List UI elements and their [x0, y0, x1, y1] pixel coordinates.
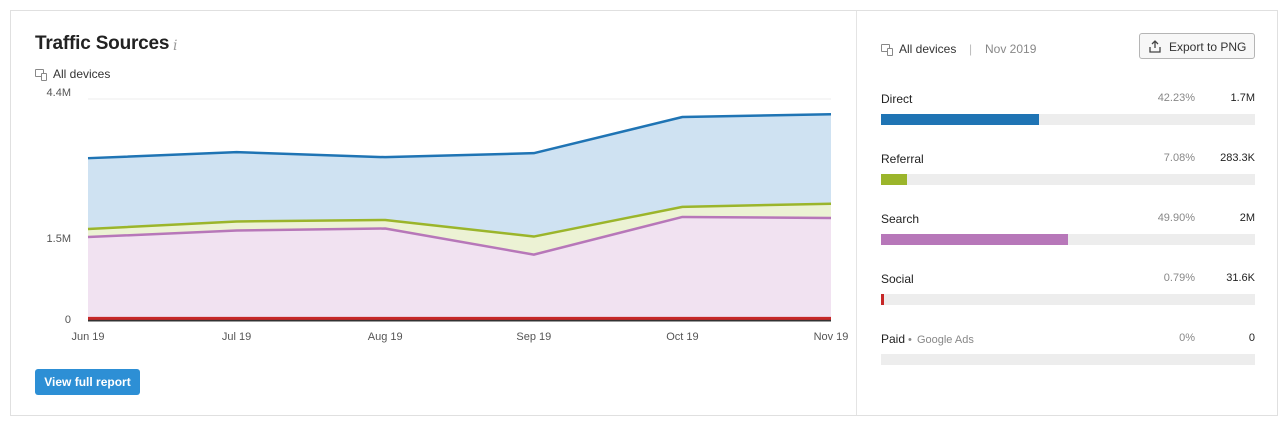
source-percent: 42.23%: [1157, 92, 1195, 104]
share-bar-track: [881, 234, 1255, 245]
source-percent: 0%: [1179, 332, 1195, 344]
share-bar-track: [881, 354, 1255, 365]
panel-separator: |: [969, 42, 973, 56]
y-tick-label: 4.4M: [46, 87, 71, 99]
source-value: 283.3K: [1220, 152, 1255, 164]
share-bar-fill: [881, 294, 884, 305]
source-name: Referral: [881, 152, 924, 166]
panel-devices-label[interactable]: All devices: [899, 42, 957, 56]
area-direct: [88, 114, 831, 237]
export-icon: [1149, 40, 1161, 53]
share-bar-track: [881, 174, 1255, 185]
export-to-png-button[interactable]: Export to PNG: [1139, 33, 1255, 59]
view-full-report-button[interactable]: View full report: [35, 369, 140, 395]
source-name: Search: [881, 212, 919, 226]
x-tick-label: Sep 19: [516, 331, 552, 343]
y-tick-label: 1.5M: [46, 232, 71, 245]
source-row-paid[interactable]: Paid • Google Ads 0% 0: [881, 332, 1255, 372]
devices-icon: [35, 69, 48, 81]
sources-panel: All devices | Nov 2019 Export to PNG Dir…: [857, 11, 1277, 415]
share-bar-fill: [881, 234, 1068, 245]
source-sub-label: Google Ads: [913, 334, 974, 346]
section-divider: [856, 11, 857, 415]
source-name-text: Paid: [881, 332, 906, 346]
export-button-label: Export to PNG: [1169, 40, 1247, 54]
source-percent: 0.79%: [1163, 272, 1195, 284]
source-row-social[interactable]: Social 0.79% 31.6K: [881, 272, 1255, 312]
traffic-area-chart: [87, 98, 832, 322]
y-tick-label: 0: [64, 314, 71, 326]
area-search: [88, 216, 831, 319]
info-icon[interactable]: i: [173, 38, 178, 54]
series-line-search: [87, 215, 832, 256]
series-line-direct: [87, 113, 832, 160]
source-name: Direct: [881, 92, 912, 106]
source-name-text: Direct: [881, 92, 913, 106]
share-bar-track: [881, 114, 1255, 125]
source-percent: 49.90%: [1157, 212, 1195, 224]
x-tick-label: Oct 19: [666, 331, 699, 343]
source-name: Paid • Google Ads: [881, 332, 974, 346]
x-tick-label: Jul 19: [221, 331, 252, 343]
source-value: 2M: [1239, 212, 1255, 224]
traffic-sources-widget: Traffic Sources i All devices 4.4M 1.5M 0 …: [10, 10, 1278, 416]
source-name-text: Referral: [881, 152, 924, 166]
chart-section: Traffic Sources i All devices 4.4M 1.5M 0 …: [11, 11, 856, 415]
bullet-icon: •: [908, 334, 912, 346]
source-name: Social: [881, 272, 914, 286]
source-name-text: Search: [881, 212, 920, 226]
source-name-text: Social: [881, 272, 914, 286]
source-value: 1.7M: [1230, 92, 1255, 104]
devices-icon: [881, 44, 894, 56]
x-tick-label: Jun 19: [71, 331, 105, 343]
series-line-referral: [87, 202, 832, 238]
share-bar-fill: [881, 114, 1039, 125]
share-bar-fill: [881, 174, 908, 185]
x-tick-label: Nov 19: [813, 331, 849, 343]
source-value: 31.6K: [1226, 272, 1255, 284]
devices-filter-label[interactable]: All devices: [53, 67, 111, 81]
source-percent: 7.08%: [1163, 152, 1195, 164]
panel-date: Nov 2019: [985, 42, 1037, 56]
widget-title: Traffic Sources: [35, 33, 170, 54]
x-tick-label: Aug 19: [367, 331, 403, 343]
source-row-search[interactable]: Search 49.90% 2M: [881, 212, 1255, 252]
share-bar-track: [881, 294, 1255, 305]
source-row-referral[interactable]: Referral 7.08% 283.3K: [881, 152, 1255, 192]
source-row-direct[interactable]: Direct 42.23% 1.7M: [881, 92, 1255, 132]
source-value: 0: [1248, 332, 1255, 344]
